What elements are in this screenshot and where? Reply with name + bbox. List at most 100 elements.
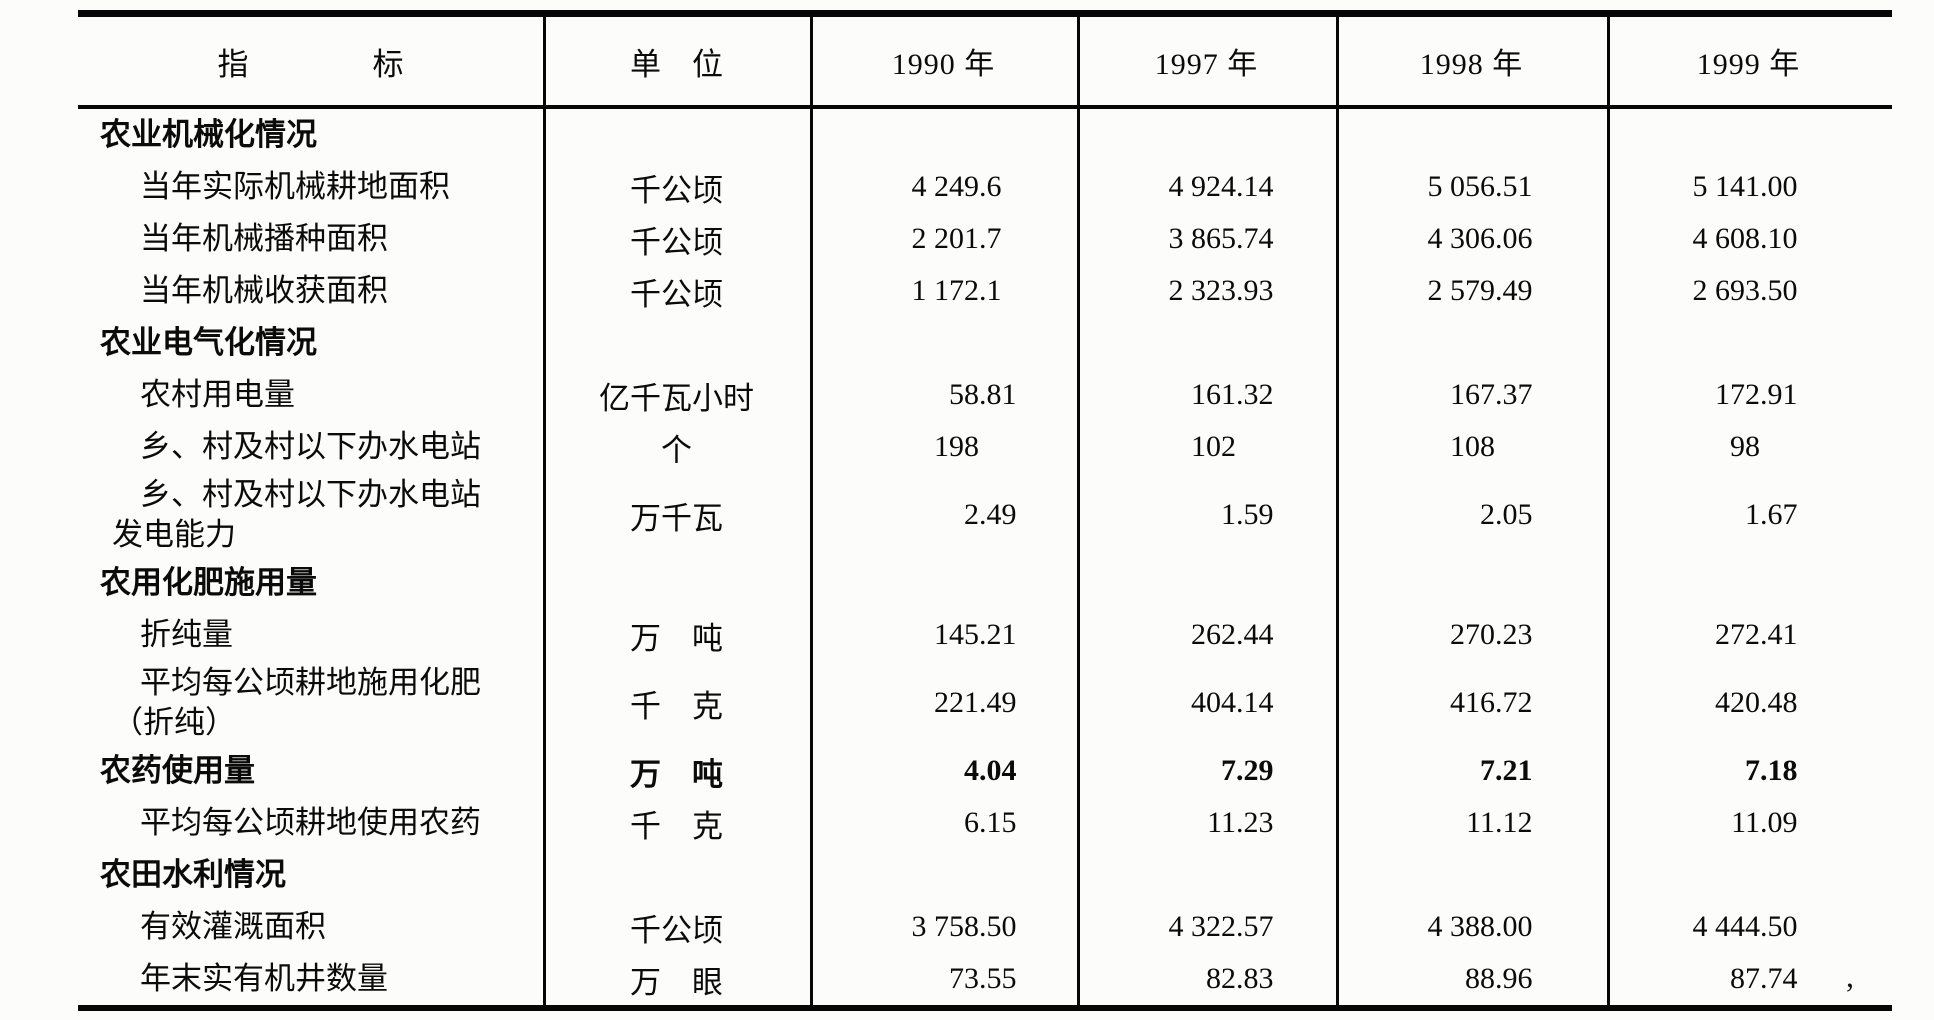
value-1999: 4 608.10 [1607, 222, 1890, 256]
unit-cell: 千公顷 [630, 172, 723, 208]
value-integer-part: 102 [1191, 430, 1236, 463]
indicator-cell: 折纯量 [78, 615, 543, 655]
value-1990: 4 249.6 [810, 170, 1077, 204]
value-1999: 420.48 [1607, 686, 1890, 720]
value-fraction-part: .50 [1760, 910, 1798, 943]
value-integer-part: 272 [1715, 618, 1760, 651]
value-1990: 4.04 [810, 754, 1077, 788]
section-row: 农业电气化情况 [78, 317, 1892, 369]
value-fraction-part: .00 [1760, 170, 1798, 203]
value-1997: 102 [1077, 430, 1336, 464]
column-divider [543, 17, 546, 1005]
row-label: 当年实际机械耕地面积 [140, 169, 450, 204]
unit-cell: 千 克 [630, 688, 723, 724]
indicator-cell: 平均每公顷耕地施用化肥 （折纯） [78, 663, 543, 743]
header-indicator: 指 标 [217, 46, 404, 82]
value-fraction-part: .96 [1495, 962, 1533, 995]
value-integer-part: 7 [1221, 754, 1236, 787]
row-label: 农田水利情况 [100, 857, 286, 892]
value-integer-part: 404 [1191, 686, 1236, 719]
value-1999: 98 [1607, 430, 1890, 464]
indicator-cell: 当年实际机械耕地面积 [78, 167, 543, 207]
value-1990: 58.81 [810, 378, 1077, 412]
value-fraction-part: .29 [1236, 754, 1274, 787]
value-integer-part: 2 693 [1692, 274, 1761, 307]
row-label: 平均每公顷耕地使用农药 [140, 805, 481, 840]
value-integer-part: 262 [1191, 618, 1236, 651]
value-integer-part: 172 [1715, 378, 1760, 411]
value-1999: 87.74 [1607, 962, 1890, 996]
header-year-1998: 1998 年 [1419, 48, 1524, 81]
value-1997: 161.32 [1077, 378, 1336, 412]
row-label: 农用化肥施用量 [100, 565, 317, 600]
value-integer-part: 5 056 [1427, 170, 1496, 203]
value-integer-part: 4 924 [1168, 170, 1237, 203]
unit-cell: 千公顷 [630, 224, 723, 260]
indicator-cell: 农田水利情况 [78, 855, 543, 895]
table-row: 有效灌溉面积 千公顷 3 758.50 4 322.57 4 388.00 4 444.5… [78, 901, 1892, 953]
value-integer-part: 2 579 [1427, 274, 1496, 307]
indicator-cell: 农用化肥施用量 [78, 563, 543, 603]
indicator-cell: 乡、村及村以下办水电站 发电能力 [78, 475, 543, 555]
value-1990: 1 172.1 [810, 274, 1077, 308]
value-fraction-part: .04 [979, 754, 1017, 787]
value-integer-part: 82 [1206, 962, 1236, 995]
row-label: 农业机械化情况 [100, 117, 317, 152]
value-integer-part: 98 [1730, 430, 1760, 463]
value-integer-part: 1 [1221, 498, 1236, 531]
value-fraction-part: .41 [1760, 618, 1798, 651]
table-row: 折纯量万 吨 145.21 262.44 270.23 272.41 [78, 609, 1892, 661]
value-1999: 5 141.00 [1607, 170, 1890, 204]
value-integer-part: 11 [1207, 806, 1236, 839]
value-fraction-part: .44 [1236, 618, 1274, 651]
value-fraction-part: .93 [1236, 274, 1274, 307]
value-1998: 2 579.49 [1336, 274, 1607, 308]
value-1998: 5 056.51 [1336, 170, 1607, 204]
value-integer-part: 161 [1191, 378, 1236, 411]
row-label: 乡、村及村以下办水电站 [140, 429, 481, 464]
table-row: 当年机械播种面积 千公顷 2 201.7 3 865.74 4 306.06 4 608.… [78, 213, 1892, 265]
table-row: 年末实有机井数量万 眼 73.55 82.83 88.96 87.74 [78, 953, 1892, 1005]
table-row: 乡、村及村以下办水电站 发电能力 万千瓦 2.49 1.59 2.05 1.67 [78, 473, 1892, 557]
value-1997: 11.23 [1077, 806, 1336, 840]
value-fraction-part: .74 [1760, 962, 1798, 995]
value-1997: 404.14 [1077, 686, 1336, 720]
indicator-cell: 年末实有机井数量 [78, 959, 543, 999]
statistics-table: 指 标 单 位 1990 年 1997 年 1998 年 1999 年 农业机械… [78, 10, 1892, 1011]
section-row: 农业机械化情况 [78, 109, 1892, 161]
value-1997: 82.83 [1077, 962, 1336, 996]
value-integer-part: 11 [1731, 806, 1760, 839]
value-1998: 4 306.06 [1336, 222, 1607, 256]
value-integer-part: 2 323 [1168, 274, 1237, 307]
indicator-cell: 农村用电量 [78, 375, 543, 415]
value-1997: 262.44 [1077, 618, 1336, 652]
value-integer-part: 416 [1450, 686, 1495, 719]
value-1990: 3 758.50 [810, 910, 1077, 944]
value-integer-part: 4 608 [1692, 222, 1761, 255]
row-label: 折纯量 [140, 617, 233, 652]
header-year-1999: 1999 年 [1696, 48, 1801, 81]
row-label: 农村用电量 [140, 377, 295, 412]
value-integer-part: 2 201 [911, 222, 980, 255]
value-fraction-part: .74 [1236, 222, 1274, 255]
value-1998: 167.37 [1336, 378, 1607, 412]
indicator-cell: 有效灌溉面积 [78, 907, 543, 947]
value-1998: 2.05 [1336, 498, 1607, 532]
value-fraction-part: .18 [1760, 754, 1798, 787]
row-label: 当年机械播种面积 [140, 221, 388, 256]
value-fraction-part: .21 [979, 618, 1017, 651]
value-1990: 6.15 [810, 806, 1077, 840]
value-fraction-part: .7 [979, 222, 1002, 255]
value-integer-part: 1 [1745, 498, 1760, 531]
indicator-cell: 当年机械播种面积 [78, 219, 543, 259]
unit-cell: 亿千瓦小时 [599, 380, 754, 416]
value-integer-part: 6 [964, 806, 979, 839]
value-1999: 4 444.50 [1607, 910, 1890, 944]
value-1999: 172.91 [1607, 378, 1890, 412]
indicator-cell: 农药使用量 [78, 751, 543, 791]
value-1997: 4 924.14 [1077, 170, 1336, 204]
value-fraction-part: .15 [979, 806, 1017, 839]
value-integer-part: 4 444 [1692, 910, 1761, 943]
value-fraction-part: .50 [979, 910, 1017, 943]
